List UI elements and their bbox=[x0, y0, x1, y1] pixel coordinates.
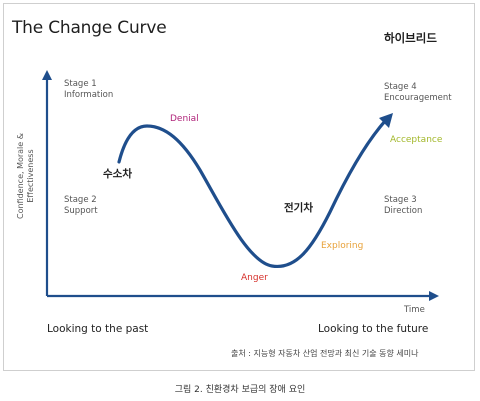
anger-label: Anger bbox=[241, 273, 268, 283]
diagram-title: The Change Curve bbox=[12, 18, 167, 38]
y-axis-arrowhead bbox=[42, 70, 52, 80]
stage-3: Stage 3 Direction bbox=[384, 195, 422, 217]
category-label: 하이브리드 bbox=[384, 31, 437, 45]
stage-3-number: Stage 3 bbox=[384, 195, 417, 205]
y-axis-label-line1: Confidence, Morale & bbox=[16, 133, 25, 219]
acceptance-label: Acceptance bbox=[390, 135, 443, 145]
figure-caption: 그림 2. 친환경차 보급의 장애 요인 bbox=[174, 385, 306, 395]
stage-1: Stage 1 Information bbox=[64, 79, 113, 101]
looking-future-label: Looking to the future bbox=[318, 323, 429, 335]
stage-1-name: Information bbox=[64, 90, 114, 100]
exploring-label: Exploring bbox=[321, 241, 364, 251]
stage-2-number: Stage 2 bbox=[64, 195, 97, 205]
stage-2-name: Support bbox=[64, 206, 98, 216]
hydrogen-car-label: 수소차 bbox=[103, 168, 132, 180]
denial-label: Denial bbox=[170, 114, 199, 124]
change-curve-line bbox=[117, 118, 388, 269]
y-axis-label-line2: Effectiveness bbox=[26, 149, 35, 203]
stage-4-name: Encouragement bbox=[384, 93, 452, 103]
source-note: 출처 : 지능형 자동차 산업 전망과 최신 기술 동향 세미나 bbox=[231, 349, 419, 358]
stage-2: Stage 2 Support bbox=[64, 195, 98, 217]
figure-frame bbox=[3, 3, 475, 371]
stage-4: Stage 4 Encouragement bbox=[384, 82, 452, 104]
stage-1-number: Stage 1 bbox=[64, 79, 97, 89]
electric-car-label: 전기차 bbox=[284, 202, 313, 214]
stage-3-name: Direction bbox=[384, 206, 423, 216]
x-axis-arrowhead bbox=[429, 291, 439, 301]
y-axis-label: Confidence, Morale & Effectiveness bbox=[16, 133, 36, 219]
looking-past-label: Looking to the past bbox=[47, 323, 149, 335]
change-curve-arrowhead bbox=[379, 113, 393, 128]
x-axis-label: Time bbox=[404, 305, 425, 315]
stage-4-number: Stage 4 bbox=[384, 82, 417, 92]
